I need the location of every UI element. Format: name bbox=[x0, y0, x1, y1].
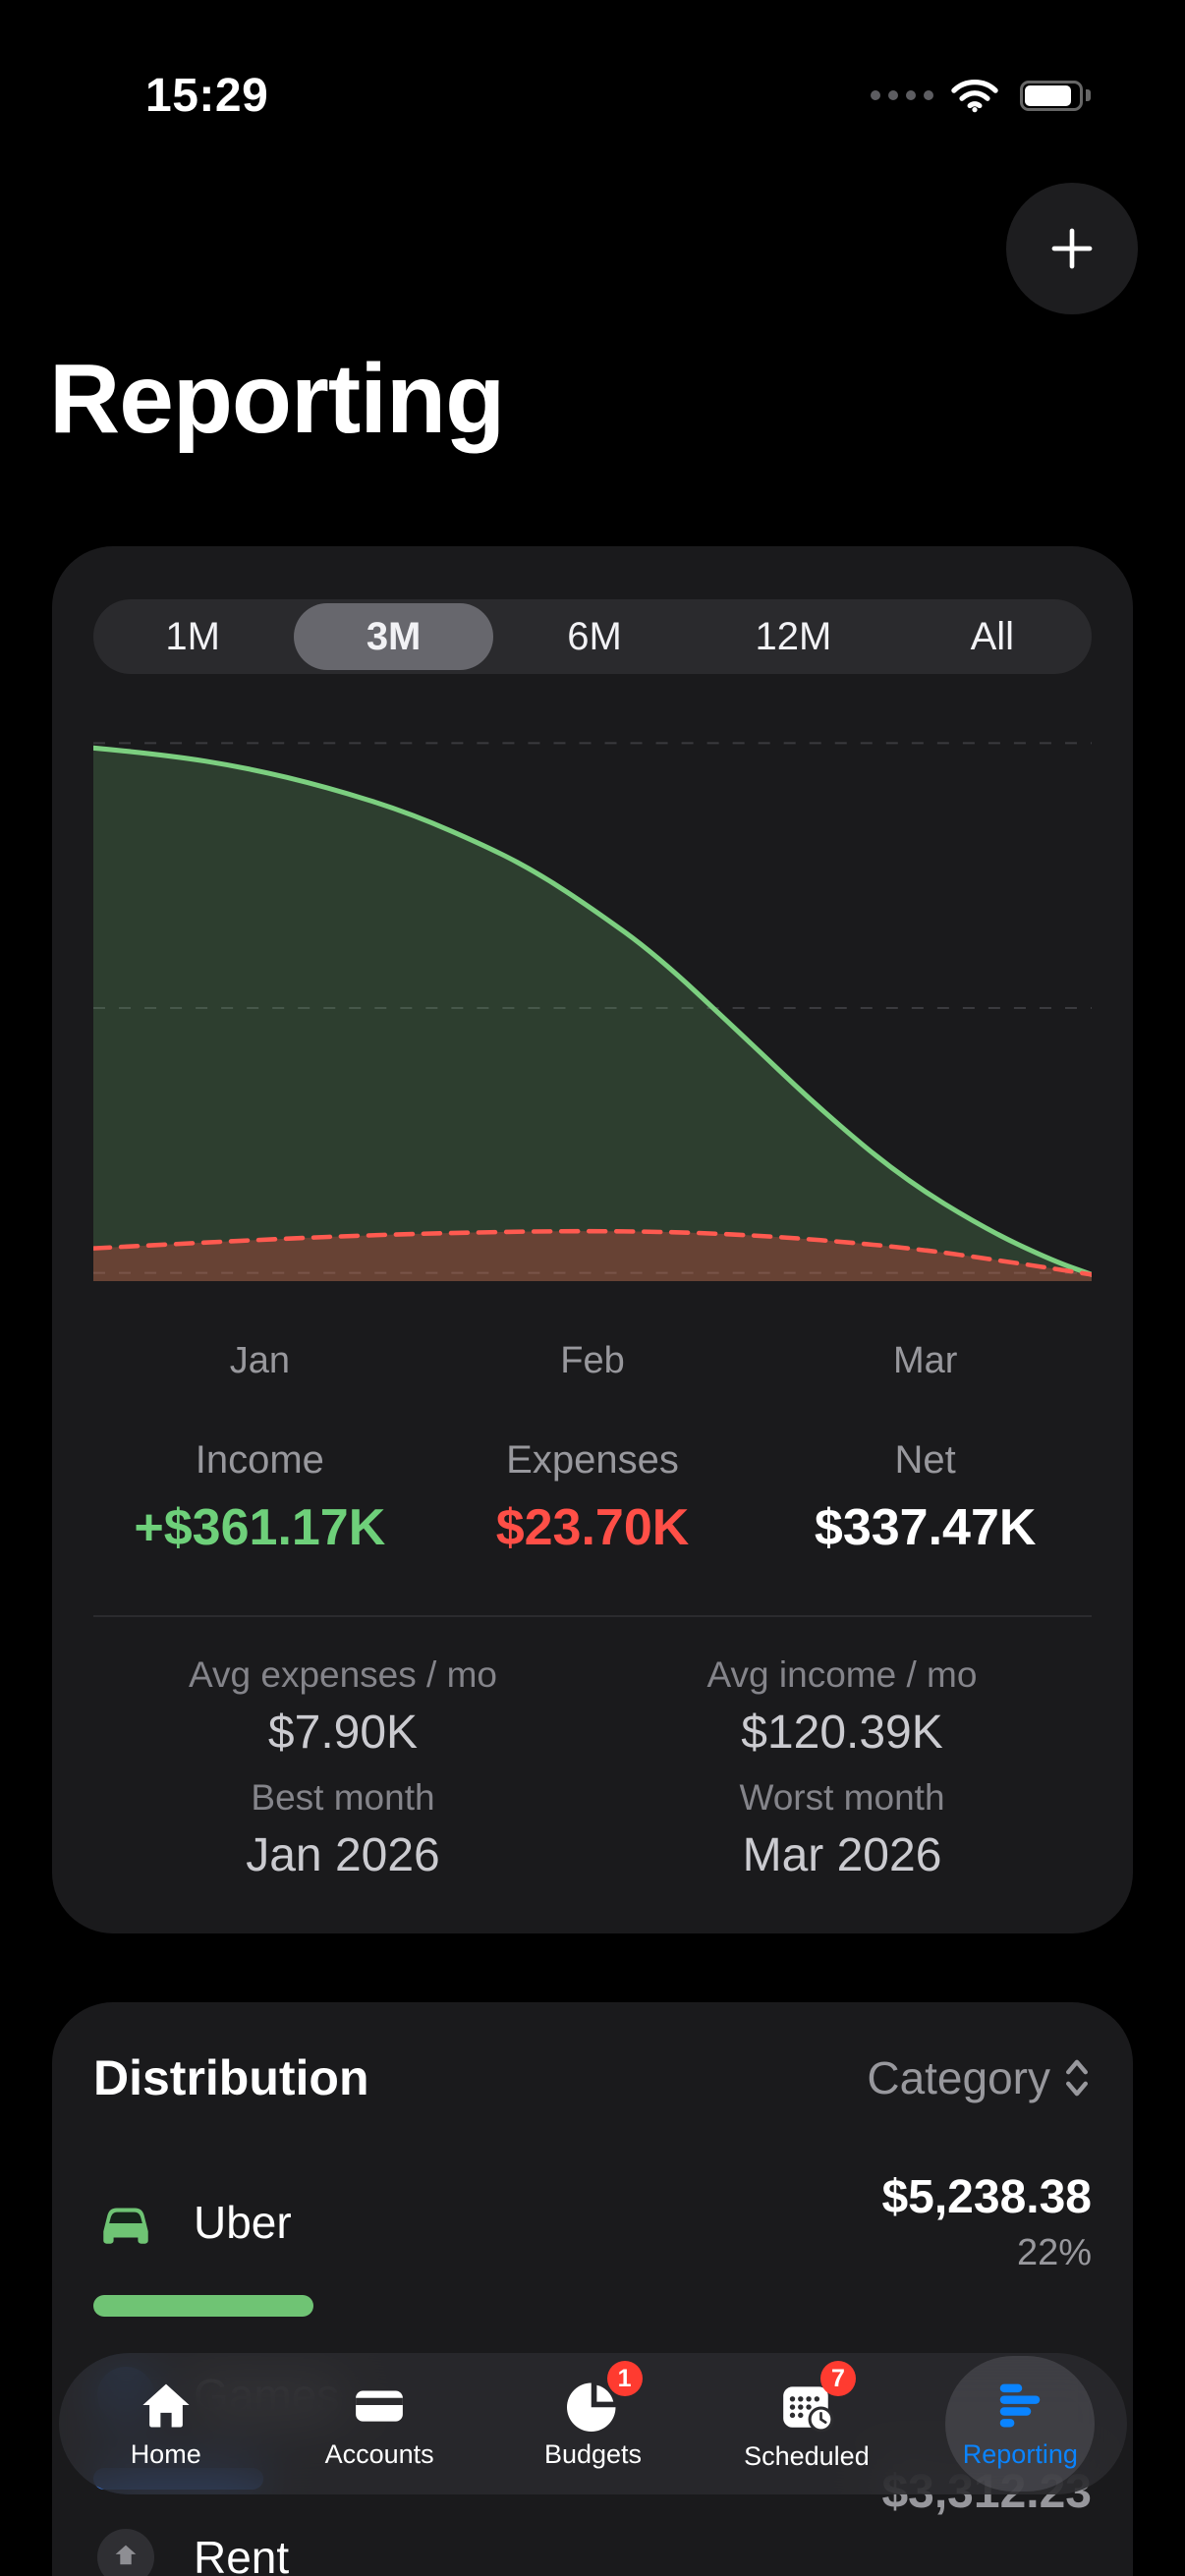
home-icon bbox=[140, 2379, 193, 2432]
avg-income-stat: Avg income / mo $120.39K bbox=[706, 1654, 978, 1759]
expenses-value: $23.70K bbox=[495, 1499, 690, 1556]
category-name: Rent bbox=[194, 2532, 290, 2576]
range-6m[interactable]: 6M bbox=[567, 614, 622, 658]
net-value: $337.47K bbox=[814, 1499, 1037, 1556]
badge: 7 bbox=[819, 2361, 856, 2396]
sort-selector[interactable]: Category bbox=[867, 2051, 1092, 2104]
range-3m[interactable]: 3M bbox=[294, 603, 493, 670]
tab-label: Reporting bbox=[962, 2438, 1078, 2469]
tab-accounts[interactable]: Accounts bbox=[272, 2353, 485, 2494]
calendar-clock-icon bbox=[778, 2377, 835, 2434]
x-axis: Jan Feb Mar bbox=[93, 1340, 1092, 1382]
divider bbox=[93, 1615, 1092, 1617]
category-row-uber[interactable]: Uber $5,238.38 22% bbox=[93, 2163, 1092, 2317]
cellular-dots-icon bbox=[871, 90, 933, 100]
car-icon bbox=[93, 2199, 158, 2246]
summary-row: Income +$361.17K Expenses $23.70K Net $3… bbox=[93, 1438, 1092, 1557]
expenses-summary: Expenses $23.70K bbox=[426, 1438, 760, 1557]
pie-chart-icon bbox=[566, 2379, 620, 2432]
stats-grid: Avg expenses / mo $7.90K Avg income / mo… bbox=[93, 1654, 1092, 1882]
category-name: Uber bbox=[194, 2197, 292, 2248]
bar-chart-icon bbox=[993, 2379, 1046, 2432]
net-label: Net bbox=[894, 1438, 956, 1482]
net-summary: Net $337.47K bbox=[759, 1438, 1092, 1557]
page-title: Reporting bbox=[49, 344, 505, 454]
badge: 1 bbox=[606, 2361, 643, 2396]
trend-chart-svg bbox=[93, 742, 1092, 1281]
tab-label: Scheduled bbox=[744, 2440, 870, 2471]
category-row-rent[interactable]: Rent $3,312.23 bbox=[93, 2466, 1092, 2576]
plus-icon bbox=[1042, 218, 1102, 279]
expenses-label: Expenses bbox=[506, 1438, 679, 1482]
worst-month-stat: Worst month Mar 2026 bbox=[739, 1777, 945, 1881]
avg-expenses-stat: Avg expenses / mo $7.90K bbox=[189, 1654, 497, 1759]
x-axis-label: Feb bbox=[560, 1340, 625, 1381]
chevron-up-down-icon bbox=[1062, 2056, 1092, 2100]
tab-bar: Home Accounts 1 Budgets 7 bbox=[59, 2353, 1127, 2494]
tab-label: Home bbox=[130, 2438, 201, 2469]
trend-card: 1M 3M 6M 12M All Jan Feb Mar Income +$36… bbox=[52, 546, 1133, 1933]
range-all[interactable]: All bbox=[970, 614, 1015, 658]
x-axis-label: Jan bbox=[229, 1340, 290, 1381]
tab-reporting[interactable]: Reporting bbox=[914, 2353, 1127, 2494]
tab-home[interactable]: Home bbox=[59, 2353, 272, 2494]
range-segmented-control: 1M 3M 6M 12M All bbox=[93, 599, 1092, 674]
wifi-icon bbox=[949, 76, 1000, 115]
trend-chart[interactable] bbox=[93, 735, 1092, 1281]
status-icons bbox=[871, 76, 1091, 115]
battery-icon bbox=[1020, 80, 1091, 111]
income-label: Income bbox=[195, 1438, 324, 1482]
range-12m[interactable]: 12M bbox=[755, 614, 832, 658]
income-summary: Income +$361.17K bbox=[93, 1438, 426, 1557]
rent-category-icon bbox=[93, 2529, 158, 2576]
range-1m[interactable]: 1M bbox=[165, 614, 220, 658]
sort-label: Category bbox=[867, 2052, 1050, 2103]
credit-card-icon bbox=[351, 2379, 408, 2432]
category-amount: $5,238.38 bbox=[881, 2171, 1092, 2223]
distribution-title: Distribution bbox=[93, 2050, 369, 2105]
tab-scheduled[interactable]: 7 Scheduled bbox=[700, 2353, 913, 2494]
tab-label: Accounts bbox=[324, 2438, 434, 2469]
category-progress-fill bbox=[93, 2295, 313, 2317]
category-progress bbox=[93, 2295, 1092, 2317]
category-percent: 22% bbox=[1016, 2232, 1092, 2273]
best-month-stat: Best month Jan 2026 bbox=[246, 1777, 440, 1881]
x-axis-label: Mar bbox=[892, 1340, 958, 1381]
clock: 15:29 bbox=[145, 69, 269, 122]
tab-label: Budgets bbox=[543, 2438, 643, 2469]
add-button[interactable] bbox=[1006, 183, 1138, 314]
tab-budgets[interactable]: 1 Budgets bbox=[486, 2353, 700, 2494]
income-value: +$361.17K bbox=[134, 1499, 386, 1556]
status-bar: 15:29 bbox=[0, 59, 1185, 132]
category-percent bbox=[881, 2527, 1092, 2537]
distribution-header: Distribution Category bbox=[93, 2049, 1092, 2106]
